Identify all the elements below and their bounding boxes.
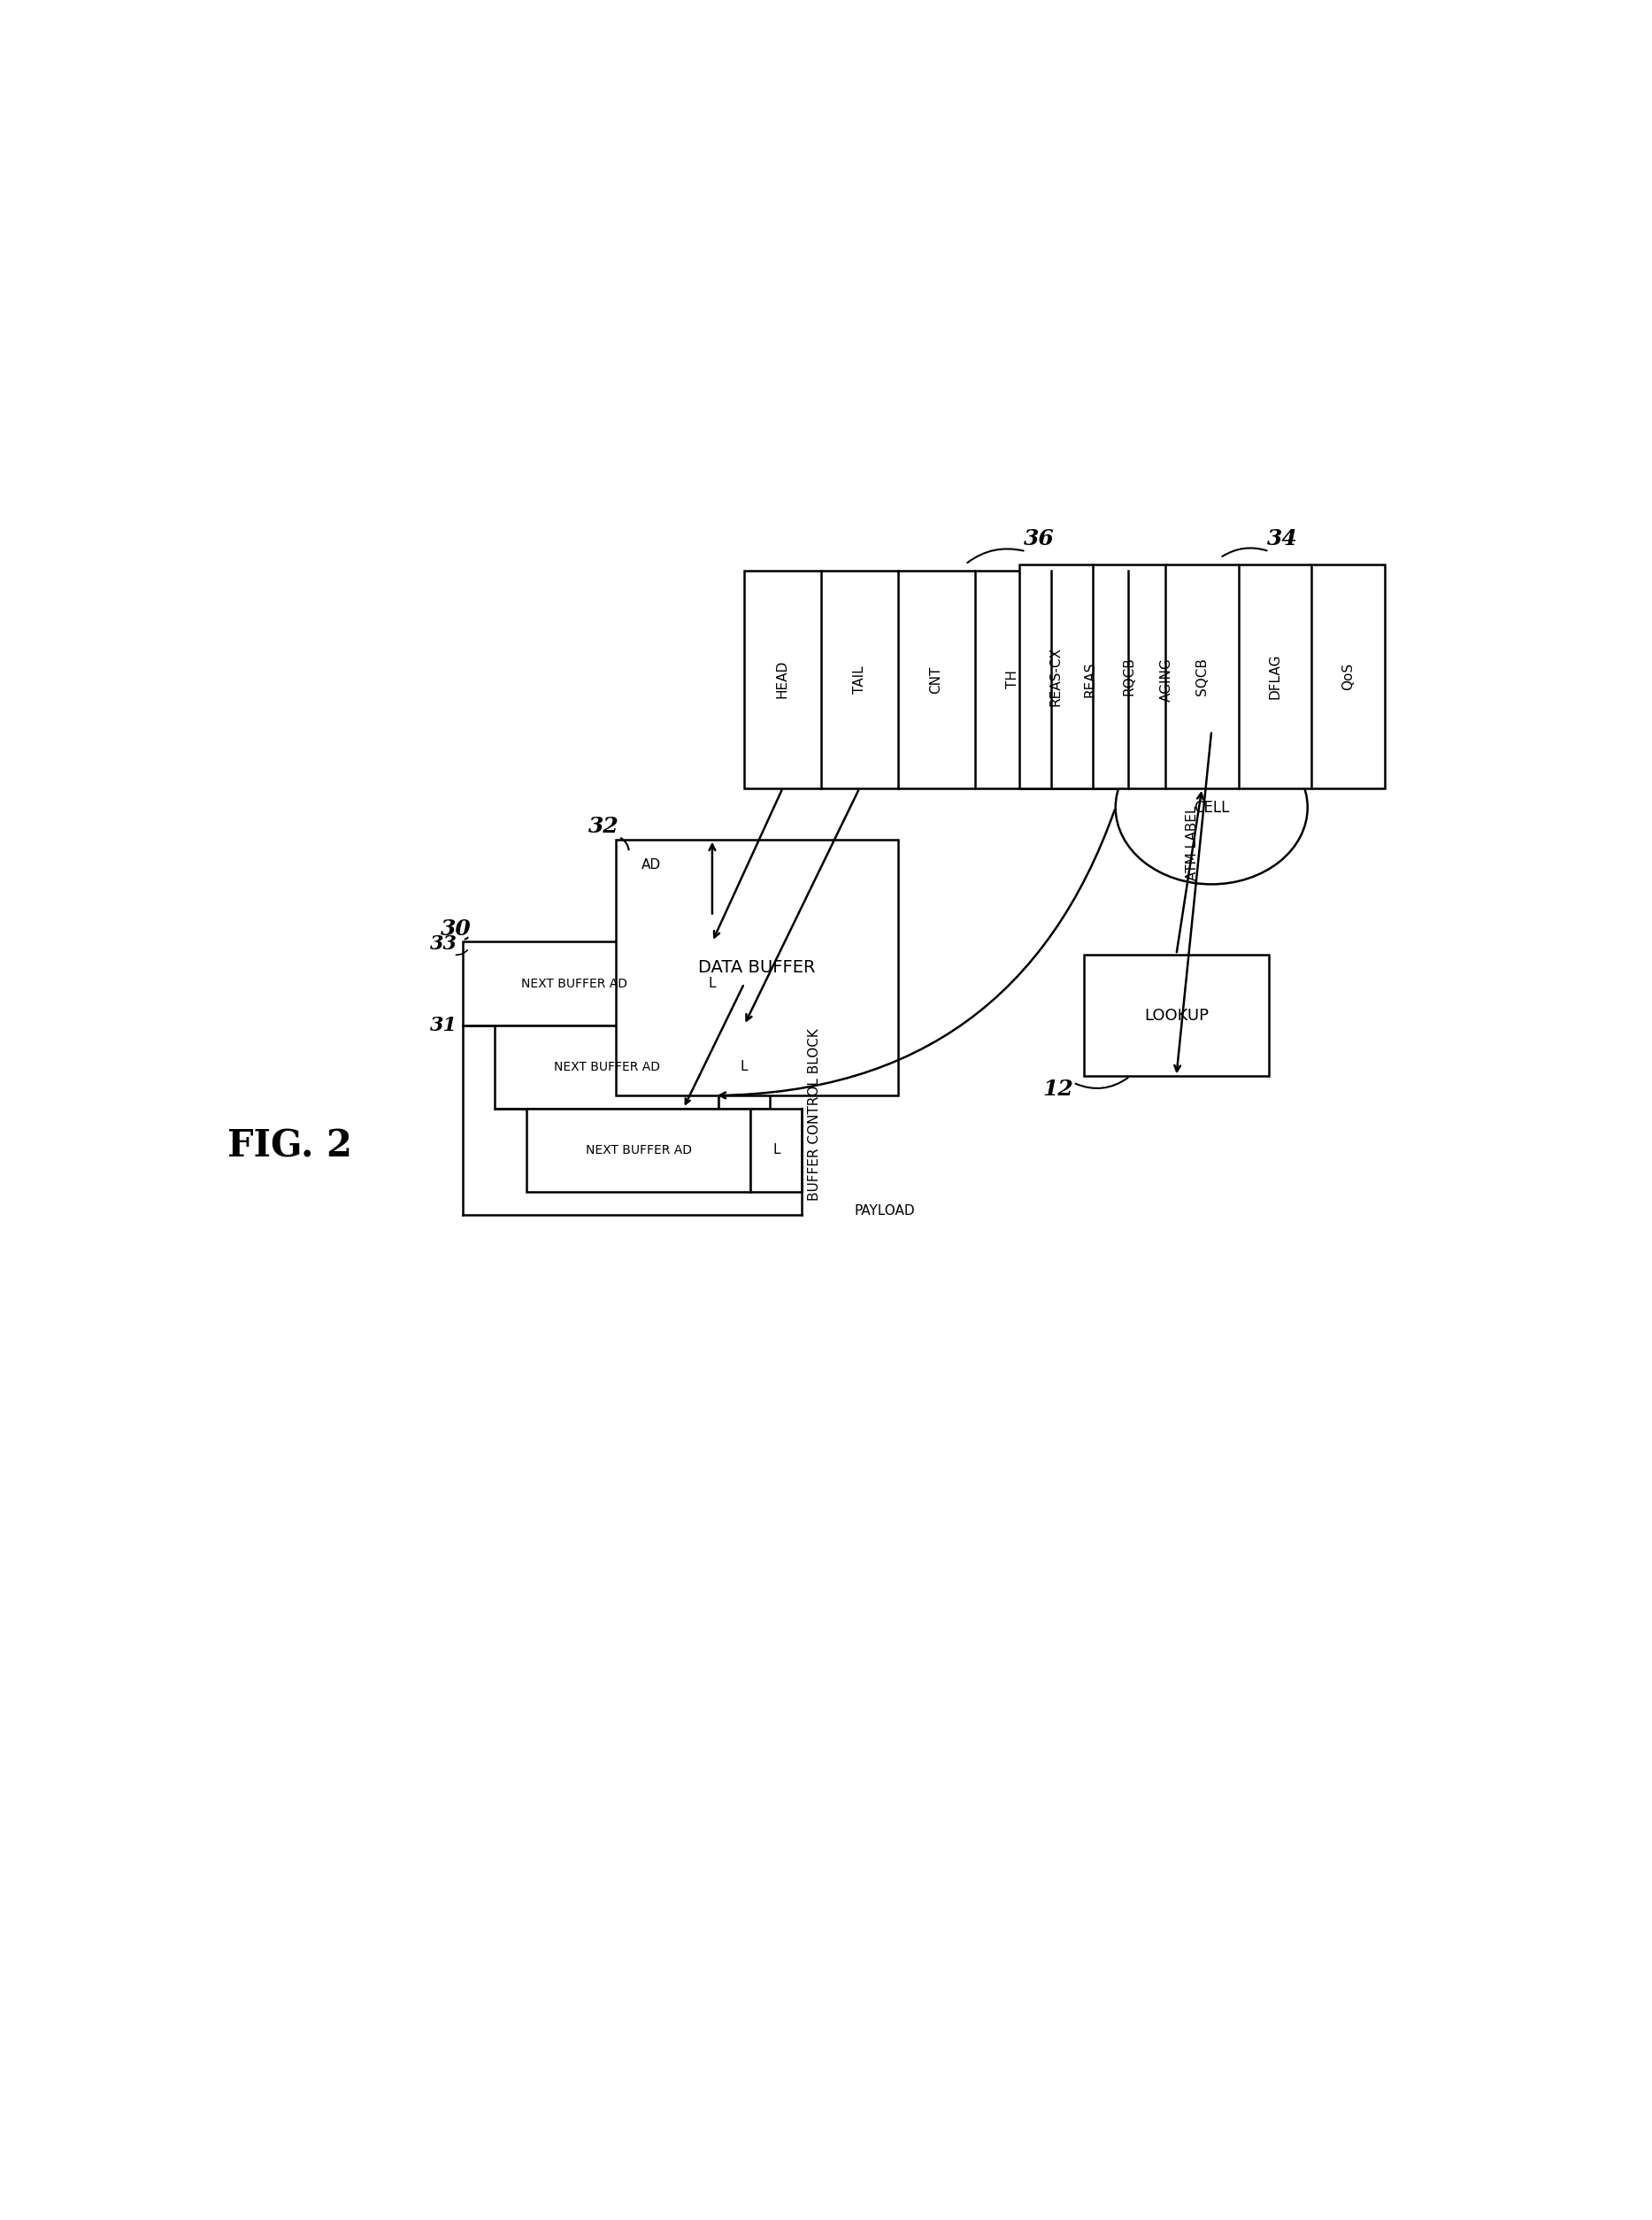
Text: ATM LABEL: ATM LABEL xyxy=(1186,806,1199,879)
Ellipse shape xyxy=(1115,730,1308,884)
Text: 31: 31 xyxy=(430,1015,458,1035)
Bar xyxy=(494,1026,719,1108)
Text: L: L xyxy=(773,1143,780,1157)
Text: AGING: AGING xyxy=(1160,657,1173,702)
Text: TH: TH xyxy=(1006,670,1019,688)
Text: DATA BUFFER: DATA BUFFER xyxy=(699,959,816,977)
Text: L: L xyxy=(740,1061,748,1072)
Text: PAYLOAD: PAYLOAD xyxy=(854,1203,915,1217)
Text: CELL: CELL xyxy=(1194,799,1229,815)
Text: REAS: REAS xyxy=(1084,662,1097,697)
Text: TAIL: TAIL xyxy=(852,666,866,693)
Bar xyxy=(719,1026,770,1108)
Text: 30: 30 xyxy=(441,919,471,939)
Bar xyxy=(616,839,899,1094)
Text: SQCB: SQCB xyxy=(1196,657,1209,695)
Text: LOOKUP: LOOKUP xyxy=(1145,1008,1209,1023)
Text: NEXT BUFFER AD: NEXT BUFFER AD xyxy=(522,977,628,990)
Text: QoS: QoS xyxy=(1341,662,1355,690)
Bar xyxy=(527,1108,750,1192)
Text: 33: 33 xyxy=(430,935,458,955)
Text: NEXT BUFFER AD: NEXT BUFFER AD xyxy=(553,1061,659,1072)
Text: FIG. 2: FIG. 2 xyxy=(228,1128,352,1166)
Text: RQCB: RQCB xyxy=(1122,657,1135,695)
Bar xyxy=(750,1108,801,1192)
Text: 36: 36 xyxy=(1023,528,1054,548)
Bar xyxy=(463,941,687,1026)
Text: 32: 32 xyxy=(588,817,620,837)
Text: CNT: CNT xyxy=(930,666,943,693)
Bar xyxy=(687,941,738,1026)
Bar xyxy=(1019,564,1384,788)
Text: AD: AD xyxy=(641,859,661,872)
Text: 12: 12 xyxy=(1042,1079,1074,1099)
Text: 34: 34 xyxy=(1267,528,1297,548)
Text: HEAD: HEAD xyxy=(776,659,790,699)
Text: BUFFER CONTROL BLOCK: BUFFER CONTROL BLOCK xyxy=(808,1028,821,1201)
Text: NEXT BUFFER AD: NEXT BUFFER AD xyxy=(585,1143,692,1157)
Bar xyxy=(1084,955,1269,1077)
Text: DFLAG: DFLAG xyxy=(1269,653,1282,699)
Bar xyxy=(743,571,1206,788)
Text: L: L xyxy=(709,977,715,990)
Text: REAS-CX: REAS-CX xyxy=(1049,646,1062,706)
